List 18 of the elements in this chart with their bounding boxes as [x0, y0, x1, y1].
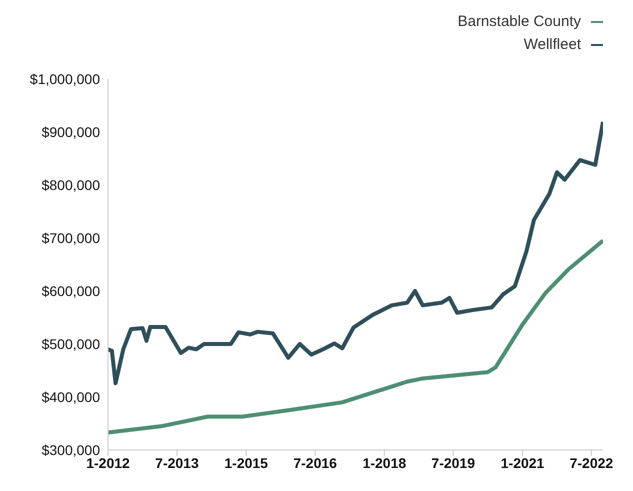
- x-tick-label: 1-2018: [362, 454, 406, 471]
- line-series: [108, 238, 603, 435]
- y-tick-label: $500,000: [42, 336, 100, 352]
- legend-label: Barnstable County: [458, 13, 581, 30]
- x-tick-label: 7-2019: [431, 454, 476, 471]
- y-tick-label: $800,000: [42, 176, 100, 193]
- x-tick-label: 1-2021: [500, 454, 545, 471]
- x-tick-label: 7-2013: [155, 454, 199, 471]
- x-tick-label: 1-2015: [224, 454, 268, 471]
- line-series: [108, 120, 603, 386]
- y-tick-label: $600,000: [42, 282, 100, 299]
- y-tick-label: $400,000: [42, 388, 100, 405]
- y-tick-label: $1,000,000: [30, 70, 100, 87]
- x-tick-label: 7-2016: [293, 454, 338, 471]
- legend-label: Wellfleet: [524, 36, 581, 53]
- y-tick-label: $900,000: [42, 124, 100, 140]
- y-tick-label: $700,000: [42, 230, 100, 246]
- x-tick-label: 7-2022: [570, 454, 614, 471]
